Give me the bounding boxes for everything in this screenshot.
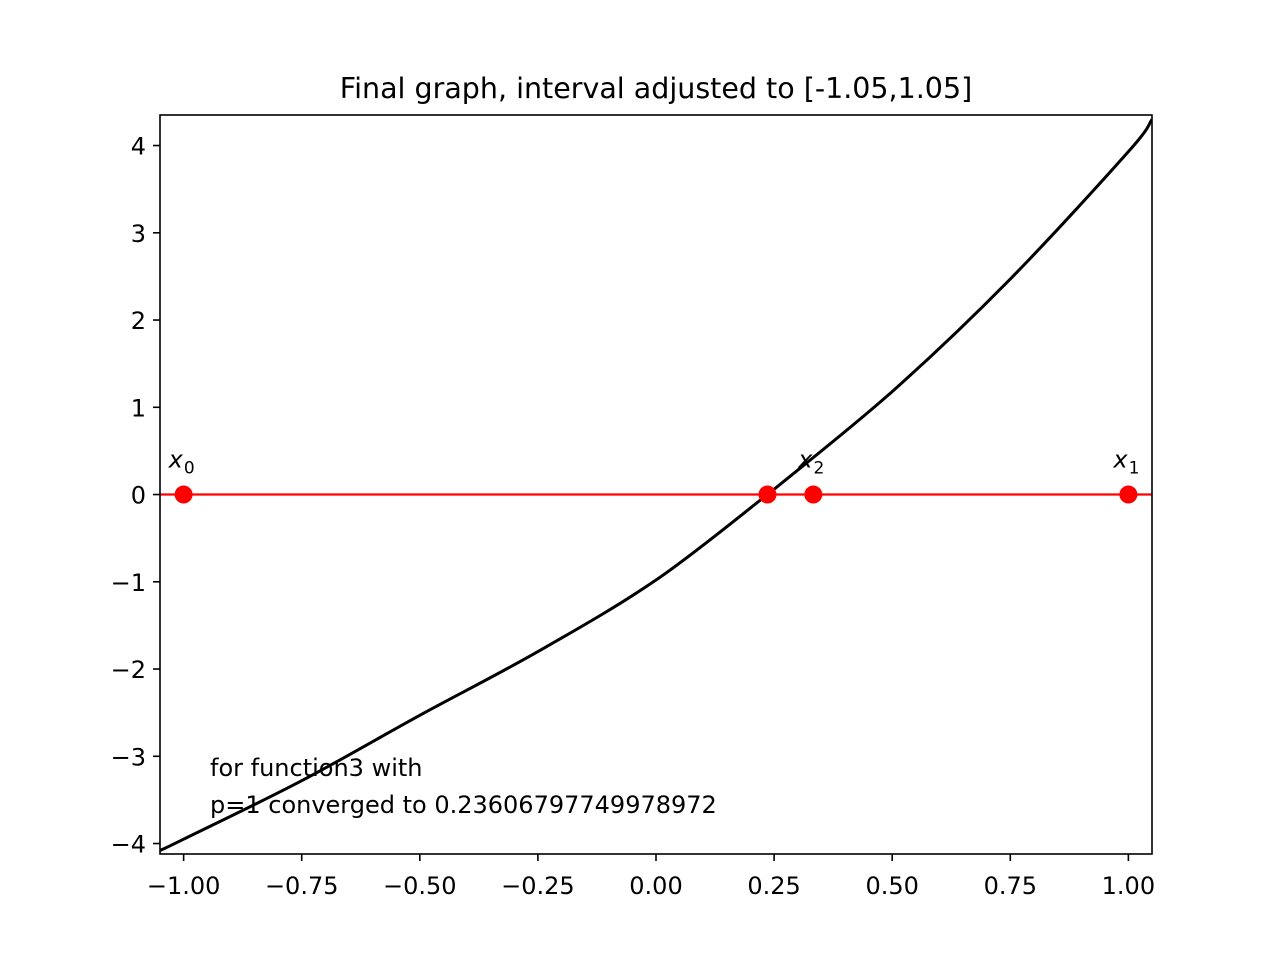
- x-tick-label: −0.50: [383, 872, 457, 900]
- x-tick-label: −0.25: [501, 872, 575, 900]
- y-tick-label: 1: [131, 394, 146, 422]
- annotation-line-1: for function3 with: [210, 754, 422, 782]
- y-axis: −4 −3 −2 −1 0 1 2 3 4: [111, 133, 160, 859]
- x-tick-label: 0.50: [865, 872, 918, 900]
- point-label: x1: [1112, 446, 1139, 479]
- y-tick-label: 0: [131, 482, 146, 510]
- point-label-sub: 1: [1129, 459, 1140, 479]
- iteration-point: [758, 485, 777, 504]
- point-label-base: x: [797, 446, 813, 474]
- y-tick-label: −2: [111, 656, 146, 684]
- y-tick-label: −4: [111, 831, 146, 859]
- point-label-sub: 2: [814, 459, 825, 479]
- x-tick-label: −0.75: [265, 872, 339, 900]
- x-tick-label: 1.00: [1102, 872, 1155, 900]
- point-label-base: x: [1112, 446, 1128, 474]
- y-tick-label: 4: [131, 133, 146, 161]
- x-tick-label: 0.25: [747, 872, 800, 900]
- plot-area: x0 x2 x1: [160, 118, 1152, 852]
- point-label-base: x: [168, 446, 184, 474]
- annotation-line-2: p=1 converged to 0.23606797749978972: [210, 791, 717, 819]
- iteration-point: [804, 485, 823, 504]
- x-tick-label: −1.00: [147, 872, 221, 900]
- y-tick-label: 3: [131, 220, 146, 248]
- x-tick-label: 0.75: [984, 872, 1037, 900]
- point-label: x2: [797, 446, 824, 479]
- y-tick-label: −3: [111, 743, 146, 771]
- axes-frame: [159, 114, 1153, 855]
- x-tick-label: 0.00: [629, 872, 682, 900]
- y-tick-label: 2: [131, 307, 146, 335]
- iteration-point: [174, 485, 193, 504]
- iteration-point: [1119, 485, 1138, 504]
- function-curve: [160, 118, 1152, 852]
- x-axis: −1.00 −0.75 −0.50 −0.25 0.00 0.25 0.50 0.75 1.00: [147, 854, 1155, 900]
- y-tick-label: −1: [111, 569, 146, 597]
- point-label: x0: [168, 446, 195, 479]
- point-label-sub: 0: [184, 459, 195, 479]
- chart-title: Final graph, interval adjusted to [-1.05…: [340, 72, 972, 105]
